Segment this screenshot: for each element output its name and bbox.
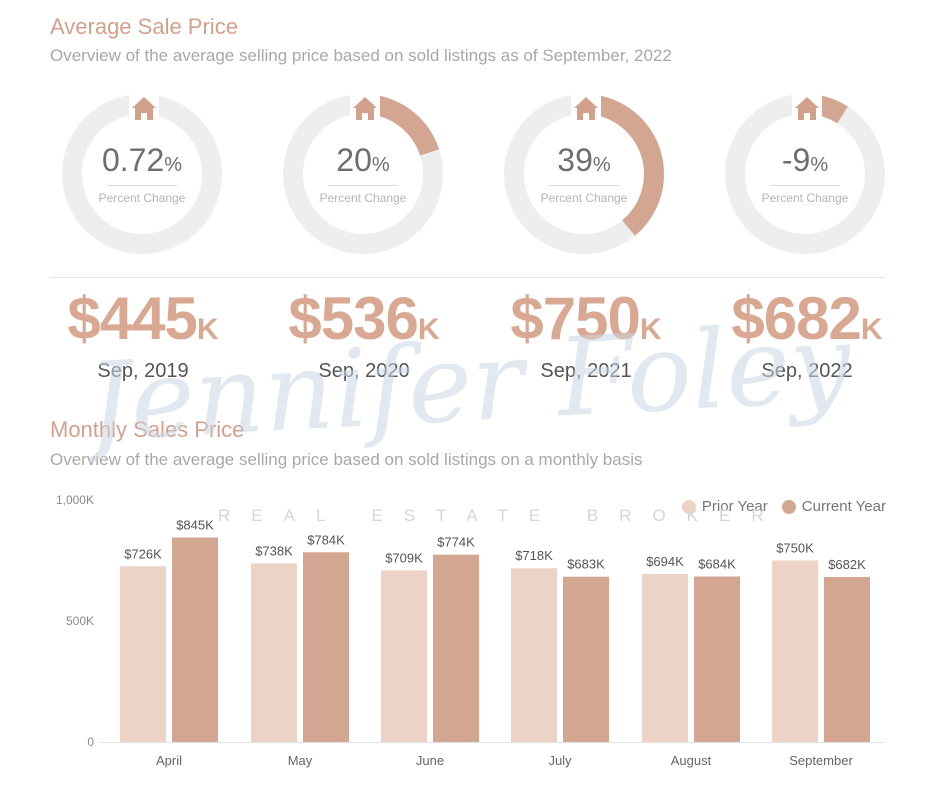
- price-date: Sep, 2022: [761, 360, 853, 382]
- legend-item-current-year: Current Year: [781, 498, 886, 515]
- percent-divider: [107, 185, 177, 186]
- bar-current-august: [694, 576, 740, 742]
- data-label: $682K: [828, 557, 866, 572]
- data-label: $683K: [567, 557, 605, 572]
- divider: [50, 277, 885, 278]
- chart-legend: Prior Year Current Year: [681, 498, 886, 515]
- percent-value: 39%: [557, 142, 611, 178]
- section-subtitle-average-sale-price: Overview of the average selling price ba…: [50, 46, 672, 65]
- percent-change-label: Percent Change: [98, 191, 186, 205]
- price-date: Sep, 2021: [540, 360, 632, 382]
- data-label: $726K: [124, 546, 162, 561]
- legend-label-prior: Prior Year: [701, 498, 768, 515]
- percent-change-ring-4: -9% Percent Change: [725, 94, 895, 254]
- percent-value: 20%: [336, 142, 390, 178]
- percent-divider: [328, 185, 398, 186]
- y-tick-label: 1,000K: [56, 493, 94, 507]
- bar-prior-may: [251, 563, 297, 742]
- percent-change-label: Percent Change: [319, 191, 407, 205]
- house-icon: [350, 94, 380, 122]
- house-icon: [129, 94, 159, 122]
- data-label: $718K: [515, 548, 553, 563]
- y-tick-label: 0: [87, 735, 94, 749]
- price-stat-2: $536K Sep, 2020: [254, 283, 474, 383]
- price-date: Sep, 2019: [97, 360, 189, 382]
- x-tick-label-august: August: [671, 753, 712, 768]
- bar-prior-september: [772, 560, 818, 742]
- price-date: Sep, 2020: [318, 360, 410, 382]
- data-label: $738K: [255, 543, 293, 558]
- percent-change-label: Percent Change: [540, 191, 628, 205]
- data-label: $694K: [646, 554, 684, 569]
- percent-divider: [770, 185, 840, 186]
- data-label: $709K: [385, 550, 423, 565]
- percent-divider: [549, 185, 619, 186]
- price-stat-4: $682K Sep, 2022: [697, 283, 917, 383]
- monthly-sales-bar-chart: 0 500K 1,000K $726K $845K April $738K $784K May $…: [56, 493, 885, 768]
- percent-change-label: Percent Change: [761, 191, 849, 205]
- watermark-tagline: REAL ESTATE BROKER: [218, 506, 785, 525]
- house-icon: [571, 94, 601, 122]
- price-amount: $682K: [731, 285, 883, 352]
- bar-current-may: [303, 552, 349, 742]
- x-tick-label-september: September: [789, 753, 853, 768]
- price-stat-3: $750K Sep, 2021: [476, 283, 696, 383]
- percent-value: 0.72%: [101, 142, 183, 178]
- data-label: $784K: [307, 532, 345, 547]
- bar-prior-april: [120, 566, 166, 742]
- bar-current-september: [824, 576, 870, 742]
- data-label: $845K: [176, 518, 214, 533]
- percent-value: -9%: [781, 142, 829, 178]
- x-tick-label-july: July: [548, 753, 572, 768]
- bar-current-july: [563, 576, 609, 742]
- data-label: $750K: [776, 541, 814, 556]
- data-label: $684K: [698, 556, 736, 571]
- legend-swatch-prior: [681, 499, 696, 514]
- data-label: $774K: [437, 535, 475, 550]
- percent-change-ring-2: 20% Percent Change: [283, 94, 453, 254]
- y-tick-label: 500K: [66, 614, 94, 628]
- bar-current-april: [172, 537, 218, 742]
- bar-current-june: [433, 554, 479, 742]
- section-title-average-sale-price: Average Sale Price: [50, 14, 238, 39]
- price-stat-1: $445K Sep, 2019: [33, 283, 253, 383]
- section-subtitle-monthly-sales-price: Overview of the average selling price ba…: [50, 450, 643, 469]
- section-title-monthly-sales-price: Monthly Sales Price: [50, 417, 245, 442]
- x-tick-label-april: April: [156, 753, 182, 768]
- x-tick-label-may: May: [288, 753, 313, 768]
- price-amount: $750K: [510, 285, 662, 352]
- bar-prior-july: [511, 568, 557, 742]
- percent-change-ring-3: 39% Percent Change: [504, 94, 674, 254]
- bar-prior-june: [381, 570, 427, 742]
- legend-item-prior-year: Prior Year: [681, 498, 768, 515]
- legend-swatch-current: [781, 499, 796, 514]
- price-amount: $445K: [67, 285, 219, 352]
- x-tick-label-june: June: [416, 753, 444, 768]
- legend-label-current: Current Year: [801, 498, 886, 515]
- house-icon: [792, 94, 822, 122]
- percent-change-ring-1: 0.72% Percent Change: [62, 94, 232, 254]
- price-amount: $536K: [288, 285, 440, 352]
- bar-prior-august: [642, 574, 688, 742]
